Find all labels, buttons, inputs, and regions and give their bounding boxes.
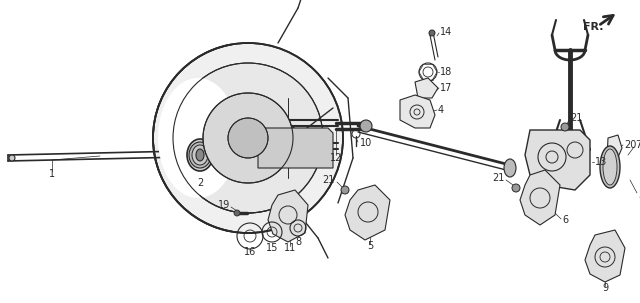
- Text: 1: 1: [49, 169, 55, 179]
- Polygon shape: [268, 190, 308, 242]
- Circle shape: [9, 155, 15, 161]
- Text: 21: 21: [323, 175, 335, 185]
- Circle shape: [173, 63, 323, 213]
- Polygon shape: [525, 130, 590, 190]
- Text: 20: 20: [624, 140, 636, 150]
- Ellipse shape: [600, 146, 620, 188]
- Text: 4: 4: [438, 105, 444, 115]
- Text: FR.: FR.: [583, 22, 604, 32]
- Polygon shape: [400, 95, 435, 128]
- Circle shape: [228, 118, 268, 158]
- Text: 12: 12: [330, 153, 342, 163]
- Text: 6: 6: [562, 215, 568, 225]
- Polygon shape: [585, 230, 625, 282]
- Ellipse shape: [192, 145, 208, 165]
- Circle shape: [234, 210, 240, 216]
- Text: 14: 14: [440, 27, 452, 37]
- Ellipse shape: [158, 78, 238, 198]
- Text: 2: 2: [197, 178, 203, 188]
- Text: 5: 5: [367, 241, 373, 251]
- Circle shape: [512, 184, 520, 192]
- Circle shape: [561, 123, 569, 131]
- Circle shape: [341, 186, 349, 194]
- Text: 7: 7: [635, 140, 640, 150]
- Text: 21: 21: [570, 113, 582, 123]
- Ellipse shape: [504, 159, 516, 177]
- Text: 16: 16: [244, 247, 256, 257]
- Text: 8: 8: [295, 237, 301, 247]
- Ellipse shape: [187, 139, 213, 171]
- Polygon shape: [607, 135, 622, 162]
- Polygon shape: [520, 170, 560, 225]
- Text: 13: 13: [595, 157, 607, 167]
- Text: 21: 21: [493, 173, 505, 183]
- Ellipse shape: [196, 149, 204, 161]
- Polygon shape: [415, 78, 438, 98]
- Text: 18: 18: [440, 67, 452, 77]
- Text: 11: 11: [284, 243, 296, 253]
- Text: 9: 9: [602, 283, 608, 293]
- Polygon shape: [258, 128, 333, 168]
- Circle shape: [360, 120, 372, 132]
- Ellipse shape: [603, 149, 617, 185]
- Text: 19: 19: [218, 200, 230, 210]
- Text: 15: 15: [266, 243, 278, 253]
- Text: 10: 10: [360, 138, 372, 148]
- Circle shape: [203, 93, 293, 183]
- Ellipse shape: [189, 142, 211, 168]
- Text: 17: 17: [440, 83, 452, 93]
- Circle shape: [429, 30, 435, 36]
- Polygon shape: [345, 185, 390, 240]
- Circle shape: [153, 43, 343, 233]
- Text: 3: 3: [638, 190, 640, 200]
